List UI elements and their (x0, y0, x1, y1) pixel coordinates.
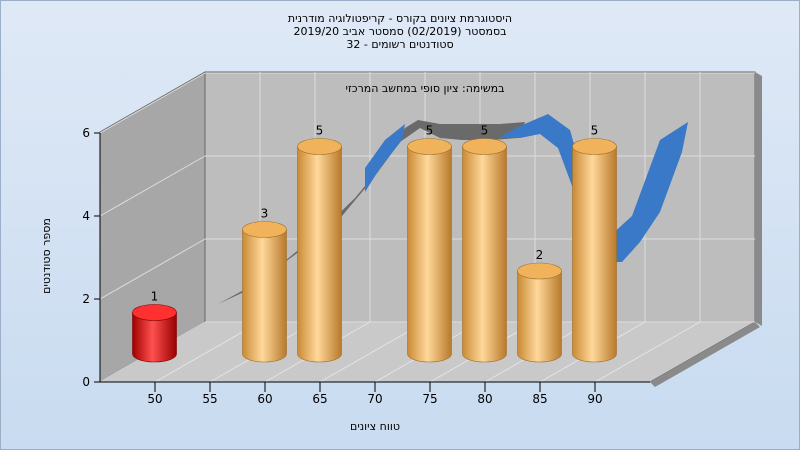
back-wall-edge (755, 72, 762, 326)
x-tick-label: 75 (422, 392, 437, 406)
bar-90 (572, 146, 617, 363)
gridline-left-wall (99, 155, 206, 217)
y-axis-label: מספר סטודנטים (40, 218, 53, 294)
x-tick-label: 60 (257, 392, 272, 406)
bar-75 (407, 146, 452, 363)
bars: 1 3 5 5 5 2 5 (132, 124, 617, 363)
bar-50 (132, 312, 177, 363)
bar-65 (297, 146, 342, 363)
chart-subtitle-semester: בסמסטר (02/2019) סמסטר אביב 2019/20 (293, 25, 507, 38)
y-tick-label: 6 (82, 126, 90, 140)
chart-annotation: במשימה: ציון סופי במחשב המרכזי (345, 82, 504, 95)
bar-value-label: 5 (426, 124, 434, 138)
y-tick-label: 0 (82, 375, 90, 389)
y-tick-label: 4 (82, 209, 90, 223)
gridline-left-wall (99, 72, 206, 134)
x-tick-label: 70 (367, 392, 382, 406)
bar-value-label: 2 (536, 248, 544, 262)
bar-cap-65 (297, 138, 342, 155)
bar-value-label: 1 (151, 290, 159, 304)
gridline-floor (594, 321, 701, 383)
bar-cap-85 (517, 262, 562, 280)
bar-value-label: 3 (261, 207, 269, 221)
gridline-left-wall (99, 238, 206, 300)
x-tick-label: 85 (532, 392, 547, 406)
x-tick-label: 65 (312, 392, 327, 406)
chart-title: היסטוגרמת ציונים בקורס - קריפטולוגיה מוד… (287, 12, 513, 25)
bar-cap-90 (572, 138, 617, 155)
x-axis-label: טווח ציונים (350, 420, 400, 433)
bar-value-label: 5 (316, 124, 324, 138)
x-tick-label: 55 (202, 392, 217, 406)
bar-value-label: 5 (481, 124, 489, 138)
bar-80 (462, 146, 507, 363)
floor-edge (650, 322, 760, 387)
bar-cap-75 (407, 138, 452, 155)
x-tick-label: 90 (587, 392, 602, 406)
x-tick-label: 80 (477, 392, 492, 406)
bar-value-label: 5 (591, 124, 599, 138)
bar-cap-50 (132, 304, 177, 321)
bar-85 (517, 270, 562, 363)
x-tick-label: 50 (147, 392, 162, 406)
bar-cap-60 (242, 221, 287, 238)
trend-ribbon-gray (218, 120, 525, 304)
y-tick-label: 2 (82, 292, 90, 306)
bar-cap-80 (462, 138, 507, 155)
chart-subtitle-students: סטודנטים רשומים - 32 (346, 38, 454, 51)
bar-60 (242, 229, 287, 363)
